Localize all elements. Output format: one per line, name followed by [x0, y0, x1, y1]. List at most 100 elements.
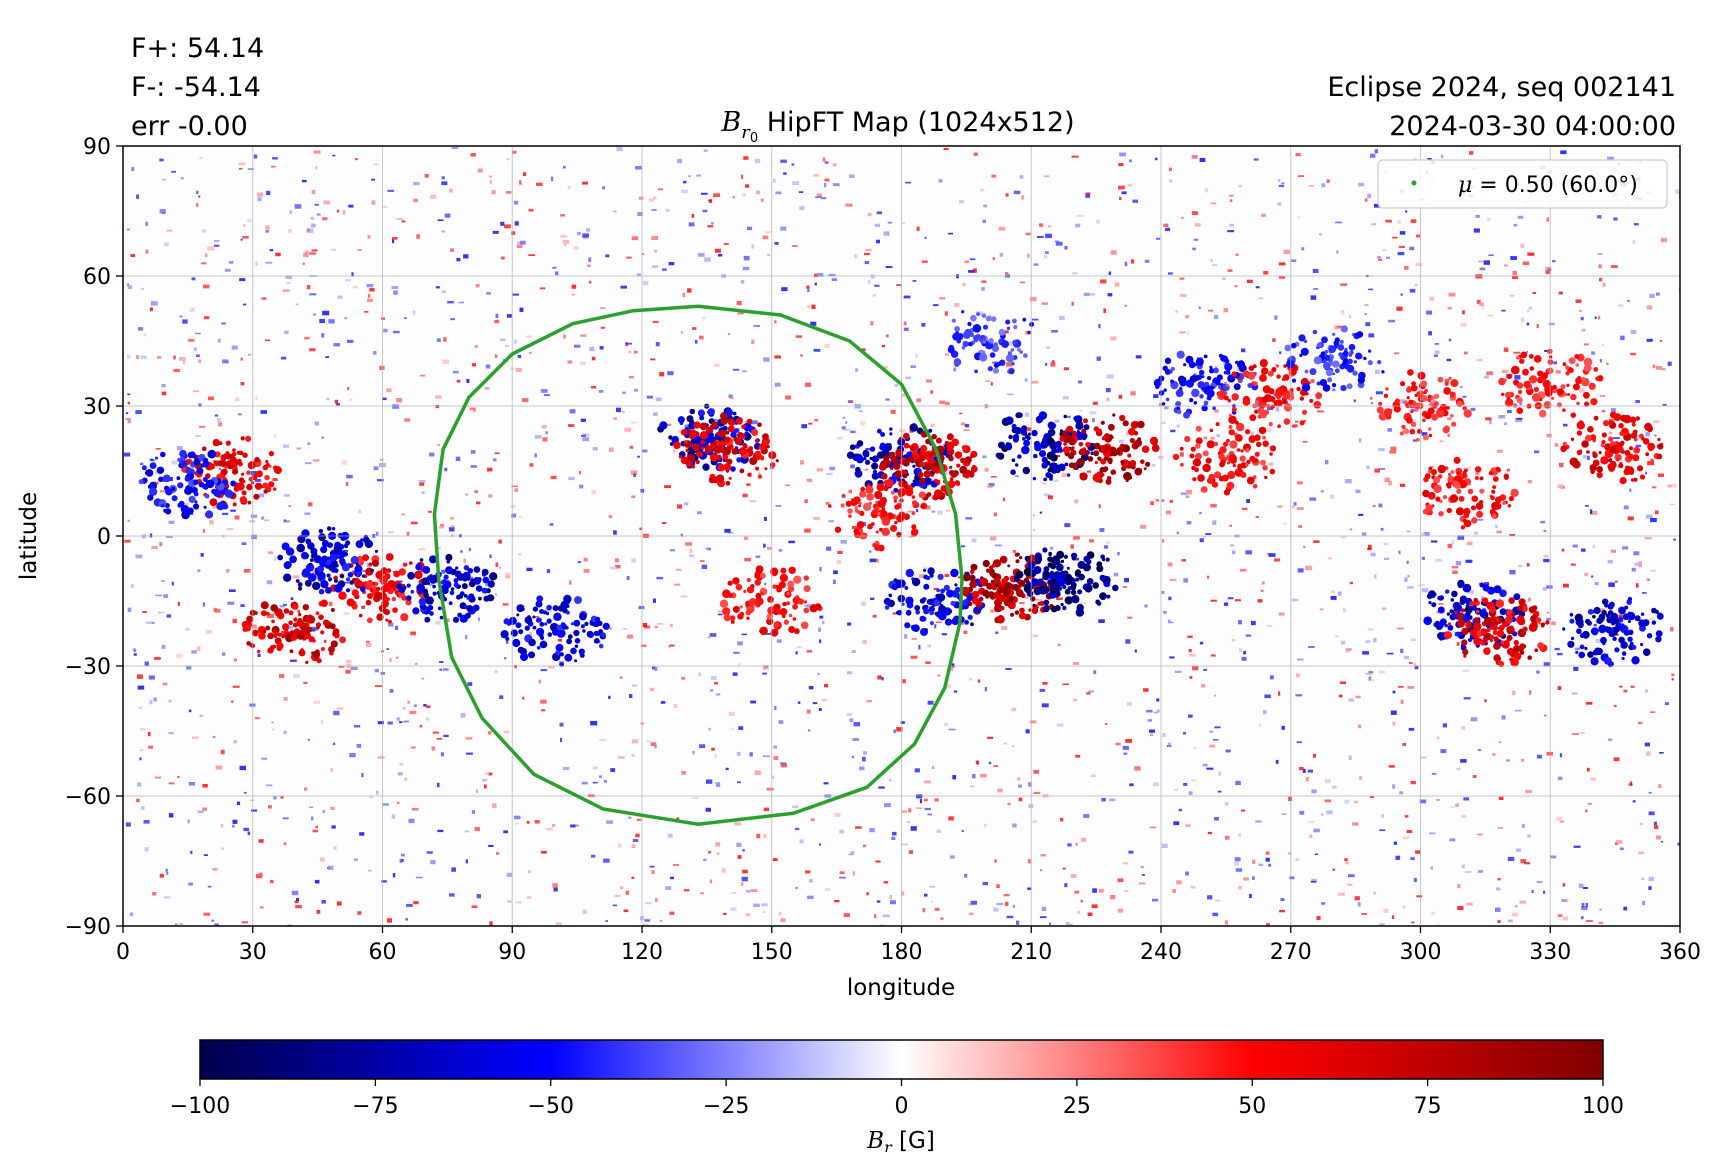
field-region-pixel	[524, 625, 530, 631]
field-region-pixel	[144, 471, 149, 475]
field-region-pixel	[468, 593, 475, 600]
field-speckle	[1578, 388, 1585, 393]
field-speckle	[807, 288, 810, 292]
field-speckle	[257, 192, 264, 197]
field-speckle	[1384, 557, 1390, 560]
field-speckle	[492, 458, 497, 462]
field-speckle	[655, 898, 658, 902]
field-region-pixel	[246, 620, 252, 626]
field-speckle	[1161, 591, 1165, 594]
field-speckle	[1277, 505, 1283, 508]
field-speckle	[1392, 236, 1398, 239]
field-speckle	[1607, 559, 1613, 564]
field-speckle	[437, 546, 441, 550]
field-region-pixel	[1034, 555, 1043, 563]
field-speckle	[470, 153, 476, 157]
field-speckle	[331, 248, 337, 251]
field-speckle	[1161, 539, 1165, 543]
field-region-pixel	[949, 477, 954, 481]
field-region-pixel	[1077, 589, 1083, 595]
field-speckle	[1475, 214, 1480, 218]
field-speckle	[633, 473, 637, 477]
field-speckle	[613, 530, 617, 535]
field-region-pixel	[722, 447, 731, 456]
field-speckle	[972, 774, 976, 779]
field-speckle	[182, 319, 188, 324]
field-speckle	[1161, 499, 1165, 502]
field-speckle	[388, 531, 394, 534]
field-speckle	[944, 311, 948, 316]
field-region-pixel	[936, 481, 940, 486]
field-speckle	[1233, 861, 1240, 866]
field-speckle	[711, 222, 714, 225]
field-speckle	[396, 656, 399, 659]
field-region-pixel	[1592, 614, 1596, 619]
field-region-pixel	[177, 502, 183, 508]
field-speckle	[1599, 359, 1602, 363]
field-region-pixel	[1100, 420, 1105, 425]
field-speckle	[1648, 618, 1655, 621]
field-speckle	[528, 631, 532, 636]
field-speckle	[391, 286, 399, 289]
field-region-pixel	[374, 582, 379, 586]
field-region-pixel	[467, 568, 474, 574]
field-region-pixel	[1042, 439, 1047, 444]
field-speckle	[798, 191, 804, 193]
field-speckle	[1655, 510, 1659, 515]
field-speckle	[513, 200, 519, 205]
field-speckle	[1656, 292, 1660, 296]
field-region-pixel	[757, 422, 762, 428]
field-region-pixel	[1052, 555, 1060, 563]
field-speckle	[624, 427, 631, 432]
field-speckle	[1293, 502, 1297, 506]
field-speckle	[1404, 265, 1409, 270]
field-region-pixel	[263, 489, 268, 494]
field-region-pixel	[923, 608, 930, 615]
field-region-pixel	[1236, 422, 1245, 432]
field-region-pixel	[1631, 645, 1637, 650]
field-speckle	[376, 790, 379, 795]
field-speckle	[309, 806, 314, 809]
field-speckle	[361, 605, 365, 609]
field-speckle	[599, 346, 604, 350]
field-speckle	[1338, 694, 1343, 698]
field-region-pixel	[520, 653, 529, 662]
field-region-pixel	[889, 427, 893, 431]
field-region-pixel	[1180, 462, 1184, 467]
field-speckle	[1526, 310, 1530, 313]
field-speckle	[1027, 887, 1032, 890]
field-speckle	[550, 475, 557, 480]
field-region-pixel	[1454, 610, 1458, 614]
field-region-pixel	[834, 526, 842, 533]
field-speckle	[1234, 285, 1238, 288]
field-region-pixel	[1219, 461, 1225, 468]
field-speckle	[1497, 877, 1501, 881]
field-speckle	[807, 895, 814, 900]
field-speckle	[1275, 407, 1279, 412]
field-speckle	[580, 334, 587, 337]
field-speckle	[734, 821, 741, 826]
field-region-pixel	[1607, 610, 1614, 616]
field-region-pixel	[709, 453, 718, 462]
field-region-pixel	[754, 598, 762, 606]
field-region-pixel	[1008, 434, 1013, 440]
field-speckle	[944, 401, 950, 406]
field-speckle	[139, 728, 146, 731]
field-region-pixel	[1438, 595, 1444, 601]
field-speckle	[220, 824, 224, 828]
field-speckle	[1245, 550, 1253, 555]
field-speckle	[1349, 528, 1353, 531]
field-speckle	[1602, 282, 1606, 287]
field-speckle	[1370, 679, 1375, 682]
field-speckle	[930, 900, 933, 903]
field-speckle	[1150, 501, 1154, 506]
field-region-pixel	[917, 463, 921, 467]
field-speckle	[816, 193, 823, 198]
field-region-pixel	[1056, 577, 1065, 586]
field-speckle	[1413, 663, 1417, 666]
field-speckle	[465, 493, 469, 496]
field-region-pixel	[1068, 462, 1075, 469]
field-region-pixel	[1473, 637, 1482, 646]
field-speckle	[1462, 310, 1465, 315]
field-region-pixel	[1590, 627, 1599, 636]
